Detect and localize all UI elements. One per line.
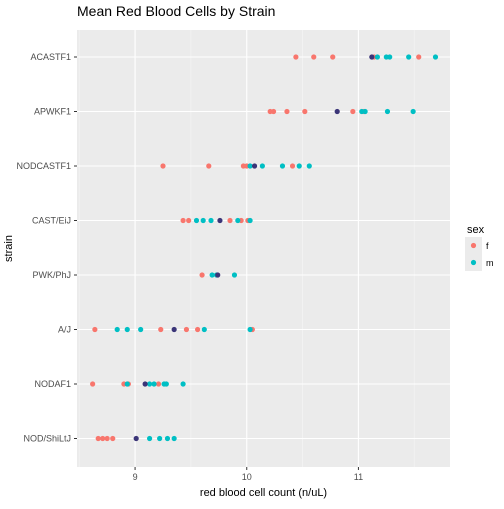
legend-title: sex	[467, 224, 485, 236]
point-f-nodcastf1	[160, 163, 166, 169]
point-f-apwkf1	[302, 108, 308, 115]
point-f-nodcastf1	[206, 163, 212, 169]
point-overlap-cast-eij	[217, 217, 223, 224]
point-m-a-j	[114, 326, 120, 333]
point-f-acastf1	[293, 54, 299, 60]
point-m-nodcastf1	[296, 163, 302, 169]
point-overlap-nod-shiltj	[133, 435, 139, 442]
point-f-cast-eij	[227, 217, 233, 224]
point-f-a-j	[195, 326, 201, 333]
data-points	[90, 54, 439, 442]
point-m-nodaf1	[124, 381, 130, 387]
y-tick-label-apwkf1: APWKF1	[34, 107, 71, 117]
y-tick-label-nodcastf1: NODCASTF1	[16, 161, 71, 171]
legend: sex f m	[465, 224, 494, 271]
y-tick-label-nod-shiltj: NOD/ShiLtJ	[23, 434, 71, 444]
chart-title: Mean Red Blood Cells by Strain	[77, 3, 275, 19]
point-overlap-nodcastf1	[251, 163, 258, 169]
legend-label-f: f	[486, 241, 489, 251]
point-m-a-j	[138, 326, 144, 333]
point-f-pwk-phj	[199, 272, 205, 278]
point-m-cast-eij	[193, 217, 200, 224]
point-f-apwkf1	[284, 108, 290, 115]
point-overlap-nodaf1	[142, 381, 148, 387]
point-f-nod-shiltj	[95, 435, 101, 442]
point-m-nod-shiltj	[164, 435, 171, 442]
point-m-cast-eij	[247, 217, 253, 224]
legend-label-m: m	[486, 258, 494, 268]
point-m-nodaf1	[146, 381, 153, 387]
y-tick-label-acastf1: ACASTF1	[30, 52, 71, 62]
point-f-acastf1	[311, 54, 317, 60]
x-axis-tick-labels: 9 10 11	[133, 467, 363, 482]
point-m-acastf1	[406, 54, 412, 60]
point-f-apwkf1	[350, 108, 356, 115]
point-m-nodcastf1	[259, 163, 265, 169]
point-f-nod-shiltj	[110, 435, 116, 442]
point-f-acastf1	[416, 54, 422, 60]
point-m-acastf1	[432, 54, 439, 60]
point-overlap-pwk-phj	[215, 272, 221, 278]
point-m-nod-shiltj	[171, 435, 177, 442]
point-f-nod-shiltj	[100, 435, 106, 442]
point-f-nodaf1	[90, 381, 96, 387]
point-f-cast-eij	[180, 217, 186, 224]
point-m-nodcastf1	[306, 163, 312, 169]
plot-panel	[77, 30, 450, 467]
point-f-acastf1	[330, 54, 336, 60]
point-m-a-j	[201, 326, 207, 333]
point-f-a-j	[183, 326, 190, 333]
y-tick-label-a-j: A/J	[58, 325, 71, 335]
point-m-nodaf1	[163, 381, 169, 387]
point-f-nodaf1	[155, 381, 162, 387]
point-f-a-j	[92, 326, 98, 333]
point-m-pwk-phj	[231, 272, 238, 278]
point-f-apwkf1	[270, 108, 277, 115]
point-overlap-a-j	[171, 326, 177, 333]
point-m-cast-eij	[235, 217, 241, 224]
legend-dot-m	[470, 259, 477, 266]
point-overlap-apwkf1	[334, 108, 340, 115]
point-m-nodcastf1	[247, 163, 253, 169]
legend-dot-f	[470, 242, 477, 249]
point-m-a-j	[247, 326, 253, 333]
point-m-a-j	[124, 326, 130, 333]
point-m-cast-eij	[208, 217, 214, 224]
point-m-acastf1	[374, 54, 381, 60]
point-m-nodcastf1	[279, 163, 286, 169]
x-axis-label: red blood cell count (n/uL)	[200, 487, 327, 499]
y-tick-label-cast-eij: CAST/EiJ	[32, 216, 71, 226]
point-m-pwk-phj	[209, 272, 215, 278]
point-m-nod-shiltj	[146, 435, 153, 442]
point-m-apwkf1	[410, 108, 416, 115]
point-m-nodaf1	[151, 381, 157, 387]
point-f-nod-shiltj	[104, 435, 110, 442]
y-axis-tick-labels: ACASTF1 APWKF1 NODCASTF1 CAST/EiJ PWK/PhJ A/J…	[16, 52, 77, 444]
y-tick-label-pwk-phj: PWK/PhJ	[32, 270, 71, 280]
point-f-nodcastf1	[289, 163, 296, 169]
point-m-apwkf1	[362, 108, 368, 115]
point-m-acastf1	[387, 54, 393, 60]
point-m-nodaf1	[180, 381, 186, 387]
point-m-apwkf1	[384, 108, 391, 115]
point-m-nod-shiltj	[157, 435, 163, 442]
point-f-cast-eij	[186, 217, 192, 224]
point-m-cast-eij	[200, 217, 206, 224]
y-tick-label-nodaf1: NODAF1	[34, 379, 71, 389]
point-overlap-acastf1	[369, 54, 375, 60]
x-tick-label: 9	[133, 472, 138, 482]
point-f-a-j	[158, 326, 164, 333]
x-tick-label: 10	[242, 472, 252, 482]
y-axis-label: strain	[3, 235, 15, 262]
x-tick-label: 11	[354, 472, 363, 482]
